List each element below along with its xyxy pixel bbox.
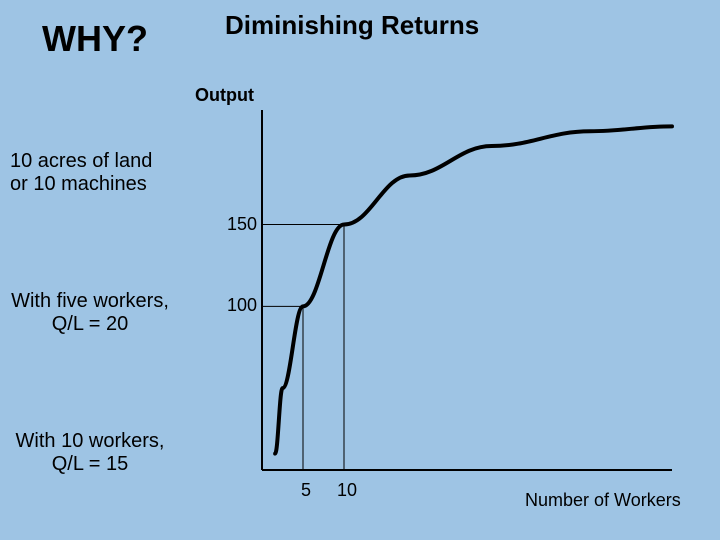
diminishing-returns-chart xyxy=(0,0,720,540)
production-curve xyxy=(275,126,672,453)
y-tick-150: 150 xyxy=(217,214,257,235)
slide: WHY? Diminishing Returns 10 acres of lan… xyxy=(0,0,720,540)
x-tick-10: 10 xyxy=(332,480,362,501)
x-tick-5: 5 xyxy=(291,480,321,501)
x-axis-title: Number of Workers xyxy=(525,490,681,511)
y-tick-100: 100 xyxy=(217,295,257,316)
